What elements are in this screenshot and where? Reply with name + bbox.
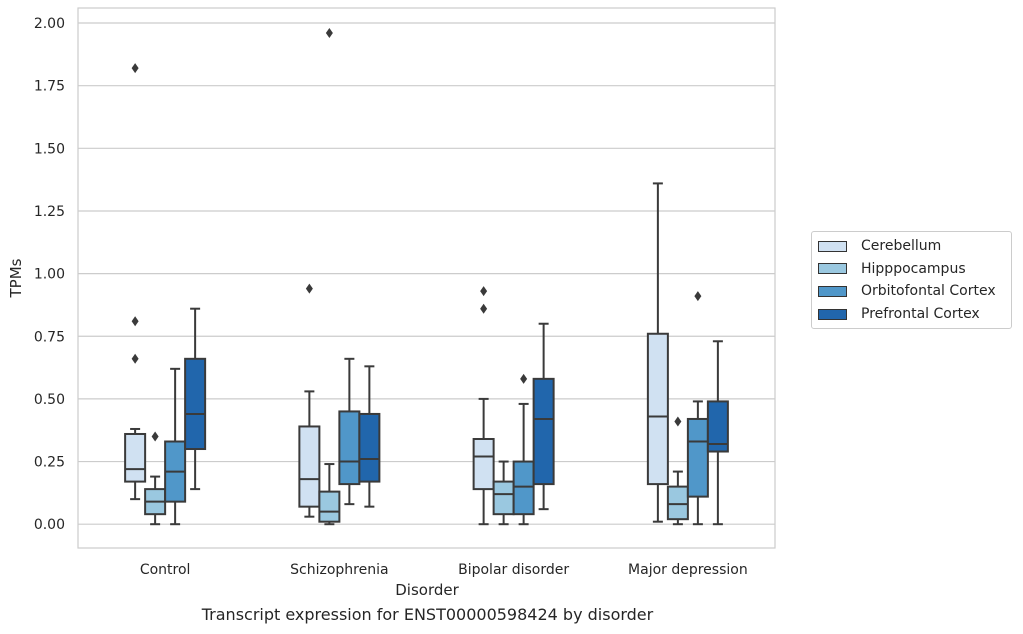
y-tick-label: 1.25 [34,204,65,220]
box-iqr [492,480,515,516]
outlier-point [480,286,488,297]
x-tick-label: Bipolar disorder [458,562,569,578]
legend-label: Orbitofontal Cortex [861,283,996,300]
outlier-point [520,373,528,384]
y-tick-label: 2.00 [34,16,65,32]
box-hipppocampus [144,431,167,526]
outlier-point [131,63,139,74]
box-orbitofontal-cortex [686,291,709,526]
box-hipppocampus [666,416,689,526]
figure-caption: Transcript expression for ENST0000059842… [201,605,654,624]
legend-label: Hipppocampus [861,260,966,277]
outlier-point [674,416,682,427]
legend-swatch [818,308,847,320]
x-tick-label: Major depression [628,562,748,578]
y-tick-label: 1.75 [34,79,65,95]
legend-item: Cerebellum [812,235,1011,258]
legend: Cerebellum Hipppocampus Orbitofontal Corte… [811,231,1012,330]
outlier-point [305,283,313,294]
y-tick-label: 0.00 [34,517,65,533]
y-axis-label: TPMs [7,258,25,298]
box-prefrontal-cortex [358,365,381,508]
plot-layer [124,28,729,526]
y-tick-label: 0.50 [34,392,65,408]
legend-item: Hipppocampus [812,258,1011,281]
y-tick-label: 1.00 [34,267,65,283]
y-tick-label: 0.75 [34,329,65,345]
box-iqr [358,412,381,483]
y-tick-label: 1.50 [34,141,65,157]
box-prefrontal-cortex [184,307,207,491]
box-orbitofontal-cortex [338,357,361,506]
legend-item: Orbitofontal Cortex [812,280,1011,303]
y-tick-label: 0.25 [34,455,65,471]
box-iqr [706,400,729,453]
legend-label: Prefrontal Cortex [861,306,980,323]
box-iqr [532,377,555,486]
x-tick-label: Schizophrenia [290,562,388,578]
outlier-point [694,291,702,302]
box-hipppocampus [492,460,515,526]
box-cerebellum [646,182,669,523]
box-iqr [472,437,495,491]
outlier-point [151,431,159,442]
legend-item: Prefrontal Cortex [812,303,1011,326]
legend-swatch [818,285,847,297]
box-iqr [686,417,709,498]
box-cerebellum [124,63,147,501]
box-prefrontal-cortex [706,340,729,526]
outlier-point [325,28,333,39]
box-cerebellum [298,283,321,518]
box-iqr [184,357,207,451]
x-axis-label: Disorder [395,581,459,599]
box-iqr [338,410,361,486]
legend-label: Cerebellum [861,238,942,255]
box-prefrontal-cortex [532,322,555,511]
x-tick-label: Control [140,562,191,578]
outlier-point [131,353,139,364]
y-tick-labels: 0.00 0.25 0.50 0.75 1.00 1.25 1.50 1.75 2.00 [34,16,65,533]
plot-frame [77,7,776,549]
outlier-point [480,303,488,314]
box-iqr [124,432,147,483]
box-cerebellum [472,286,495,526]
box-orbitofontal-cortex [164,367,187,526]
box-iqr [646,332,669,486]
box-iqr [318,490,341,523]
outlier-point [131,316,139,327]
box-orbitofontal-cortex [512,373,535,526]
legend-swatch [818,240,847,252]
box-iqr [666,485,689,521]
legend-swatch [818,263,847,275]
box-iqr [298,425,321,508]
box-iqr [512,460,535,516]
x-tick-labels: Control Schizophrenia Bipolar disorder Majo… [140,562,748,578]
box-hipppocampus [318,28,341,526]
